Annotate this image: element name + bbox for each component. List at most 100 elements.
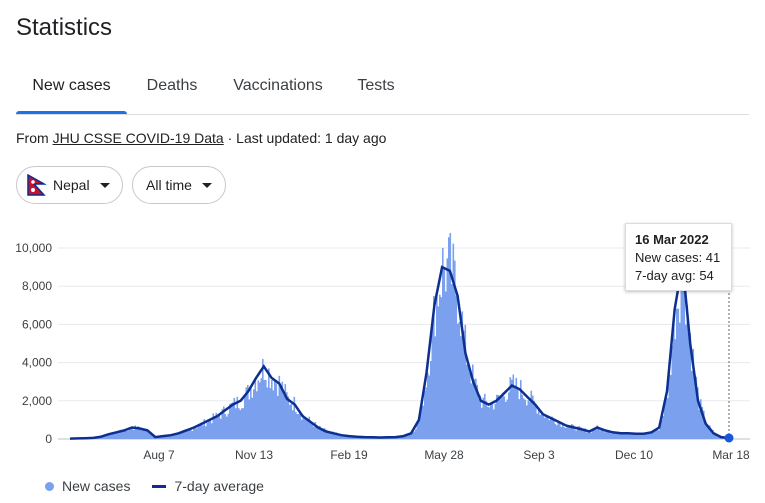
new-cases-bar: [413, 431, 416, 439]
new-cases-bar: [140, 430, 143, 439]
new-cases-bar: [506, 399, 509, 439]
new-cases-bar: [616, 432, 618, 439]
source-link[interactable]: JHU CSSE COVID-19 Data: [52, 130, 224, 146]
new-cases-bar: [577, 426, 579, 439]
new-cases-bar: [545, 415, 548, 439]
country-selector[interactable]: Nepal: [16, 166, 123, 204]
new-cases-bar: [236, 396, 239, 439]
tab-deaths[interactable]: Deaths: [142, 70, 202, 114]
new-cases-bar: [205, 426, 207, 439]
new-cases-bar: [706, 425, 708, 439]
new-cases-bar: [286, 392, 288, 439]
new-cases-bar: [518, 399, 521, 439]
new-cases-bar: [619, 434, 621, 439]
new-cases-bar: [280, 386, 282, 439]
new-cases-bar: [589, 430, 591, 439]
new-cases-bar: [557, 421, 560, 439]
new-cases-bar: [652, 431, 654, 439]
new-cases-bar: [673, 313, 675, 439]
new-cases-bar: [119, 429, 122, 439]
new-cases-bar: [607, 432, 609, 439]
new-cases-bar: [572, 424, 575, 439]
new-cases-bar: [130, 429, 132, 439]
new-cases-bar: [247, 384, 249, 439]
range-label: All time: [146, 177, 192, 193]
new-cases-bar: [329, 431, 332, 439]
new-cases-bar: [436, 294, 438, 439]
x-tick-label: Nov 13: [235, 448, 273, 462]
new-cases-bar: [457, 323, 459, 439]
x-tick-label: Sep 3: [523, 448, 555, 462]
new-cases-bar: [335, 432, 338, 439]
new-cases-bar: [509, 377, 512, 439]
new-cases-bar: [422, 405, 425, 439]
new-cases-bar: [238, 408, 240, 439]
source-prefix: From: [16, 130, 53, 146]
new-cases-bar: [230, 403, 233, 439]
new-cases-bar: [298, 413, 300, 439]
new-cases-bar: [622, 434, 624, 439]
new-cases-bar: [529, 401, 531, 439]
new-cases-bar: [194, 428, 197, 439]
new-cases-bar: [173, 435, 176, 439]
new-cases-bar: [358, 437, 360, 439]
chart-tooltip: 16 Mar 2022 New cases: 41 7-day avg: 54: [625, 223, 732, 291]
new-cases-bar: [614, 432, 617, 439]
new-cases-bar: [407, 435, 410, 439]
new-cases-bar: [148, 432, 150, 439]
new-cases-bar: [505, 401, 507, 439]
new-cases-bar: [428, 375, 431, 439]
tab-label: Deaths: [146, 77, 198, 94]
new-cases-bar: [223, 406, 225, 439]
new-cases-bar: [151, 433, 153, 439]
new-cases-bar: [527, 400, 530, 439]
new-cases-bar: [134, 425, 137, 439]
new-cases-bar: [661, 420, 663, 439]
new-cases-bar: [701, 407, 704, 439]
new-cases-bar: [623, 434, 626, 439]
new-cases-bar: [326, 431, 329, 439]
time-range-selector[interactable]: All time: [132, 166, 226, 204]
new-cases-bar: [688, 323, 690, 439]
new-cases-bar: [352, 436, 354, 439]
new-cases-bar: [592, 429, 594, 439]
tab-label: Vaccinations: [233, 77, 323, 94]
new-cases-bar: [488, 407, 491, 439]
tab-vaccinations[interactable]: Vaccinations: [228, 70, 328, 114]
new-cases-bar: [656, 427, 659, 439]
new-cases-bar: [128, 427, 131, 439]
y-tick-label: 6,000: [22, 317, 52, 331]
new-cases-bar: [460, 336, 462, 439]
new-cases-bar: [103, 435, 105, 439]
new-cases-bar: [521, 394, 524, 439]
new-cases-bar: [502, 392, 504, 439]
new-cases-bar: [604, 432, 606, 439]
new-cases-bar: [304, 417, 306, 439]
new-cases-bar: [718, 436, 720, 439]
new-cases-bar: [496, 394, 498, 439]
new-cases-bar: [410, 433, 413, 439]
tab-new-cases[interactable]: New cases: [16, 70, 127, 114]
new-cases-bar: [190, 428, 192, 439]
new-cases-bar: [487, 406, 489, 439]
cases-chart[interactable]: 0 2,000 4,000 6,000 8,000 10,000 Aug 7 Nov 13 F…: [0, 225, 765, 470]
y-tick-label: 8,000: [22, 279, 52, 293]
new-cases-bar: [638, 433, 641, 439]
new-cases-bar: [299, 414, 302, 439]
new-cases-bar: [484, 393, 486, 439]
new-cases-bar: [316, 424, 318, 439]
new-cases-bar: [500, 396, 503, 439]
new-cases-bar: [451, 284, 453, 439]
new-cases-bar: [398, 436, 401, 439]
new-cases-bar: [217, 415, 219, 439]
caret-down-icon: [99, 182, 110, 188]
new-cases-bar: [530, 390, 533, 439]
new-cases-bar: [437, 306, 440, 439]
new-cases-bar: [260, 378, 263, 439]
new-cases-bar: [202, 425, 204, 439]
tab-tests[interactable]: Tests: [353, 70, 399, 114]
new-cases-bar: [520, 380, 522, 439]
new-cases-bar: [442, 247, 444, 439]
tab-label: Tests: [357, 77, 395, 94]
new-cases-bar: [700, 399, 702, 439]
